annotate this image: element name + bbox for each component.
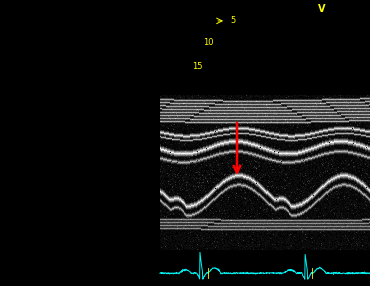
Text: 10: 10 — [203, 38, 213, 47]
Text: V: V — [318, 4, 325, 14]
Text: 5: 5 — [231, 16, 236, 25]
Text: 15: 15 — [192, 62, 202, 71]
